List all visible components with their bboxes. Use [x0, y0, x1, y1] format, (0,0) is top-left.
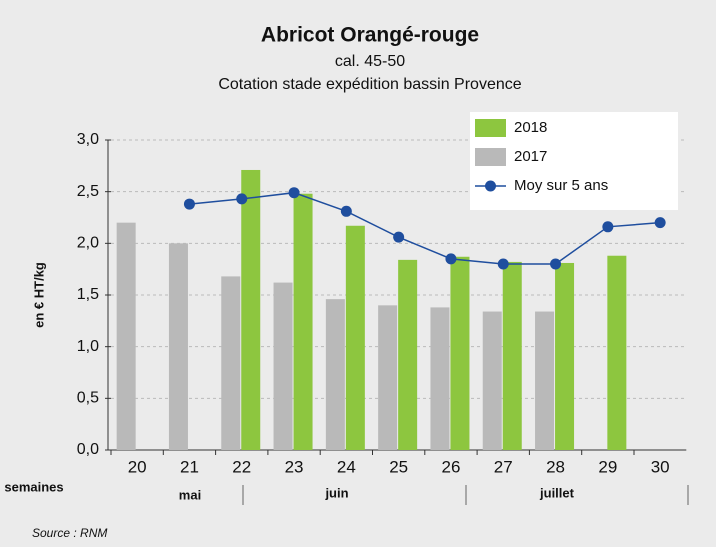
chart-title: Abricot Orangé-rouge	[261, 24, 479, 47]
legend-label: 2017	[514, 148, 547, 165]
bar	[345, 225, 365, 450]
y-tick-label: 1,0	[77, 338, 99, 355]
marker	[550, 258, 562, 270]
marker	[288, 187, 300, 199]
bar	[221, 276, 241, 450]
bar	[555, 262, 575, 450]
bar	[325, 299, 345, 450]
x-tick-label: 28	[546, 457, 565, 476]
legend-swatch	[475, 119, 506, 137]
marker	[497, 258, 509, 270]
x-tick-label: 27	[494, 457, 513, 476]
x-tick-label: 22	[232, 457, 251, 476]
x-tick-label: 25	[389, 457, 408, 476]
subtitle: Cotation stade expédition bassin Provenc…	[218, 76, 521, 93]
subtitle: cal. 45-50	[335, 53, 405, 70]
bar	[502, 261, 522, 450]
y-tick-label: 2,0	[77, 235, 99, 252]
y-tick-label: 3,0	[77, 131, 99, 148]
y-axis-label: en € HT/kg	[31, 262, 46, 328]
x-tick-label: 24	[337, 457, 356, 476]
legend-label: 2018	[514, 119, 547, 136]
x-tick-label: 26	[441, 457, 460, 476]
bar	[116, 222, 136, 450]
marker	[236, 193, 248, 205]
bar	[535, 311, 555, 450]
marker	[340, 205, 352, 217]
bar	[241, 169, 261, 450]
marker	[393, 231, 405, 243]
bar	[293, 193, 313, 450]
y-tick-label: 0,0	[77, 441, 99, 458]
y-tick-label: 0,5	[77, 390, 99, 407]
x-axis-label: semaines	[4, 479, 63, 494]
x-tick-label: 20	[128, 457, 147, 476]
bar	[482, 311, 502, 450]
x-tick-label: 21	[180, 457, 199, 476]
marker	[445, 253, 457, 265]
bar	[273, 282, 293, 450]
legend-marker	[485, 180, 496, 192]
x-tick-label: 29	[598, 457, 617, 476]
legend-swatch	[475, 148, 506, 166]
bar	[398, 259, 418, 450]
line	[189, 191, 661, 265]
bar	[168, 243, 188, 450]
y-tick-label: 2,5	[77, 183, 99, 200]
bar	[378, 305, 398, 450]
bar	[430, 307, 450, 450]
marker	[183, 198, 195, 210]
x-tick-label: 23	[285, 457, 304, 476]
marker	[654, 217, 666, 229]
source: Source : RNM	[32, 526, 107, 540]
month-label: mai	[179, 487, 201, 502]
bar	[607, 255, 627, 450]
month-label: juillet	[539, 485, 575, 500]
marker	[602, 221, 614, 233]
bar	[450, 256, 470, 450]
x-tick-label: 30	[651, 457, 670, 476]
legend-label: Moy sur 5 ans	[514, 177, 608, 194]
month-label: juin	[324, 485, 348, 500]
y-tick-label: 1,5	[77, 286, 99, 303]
